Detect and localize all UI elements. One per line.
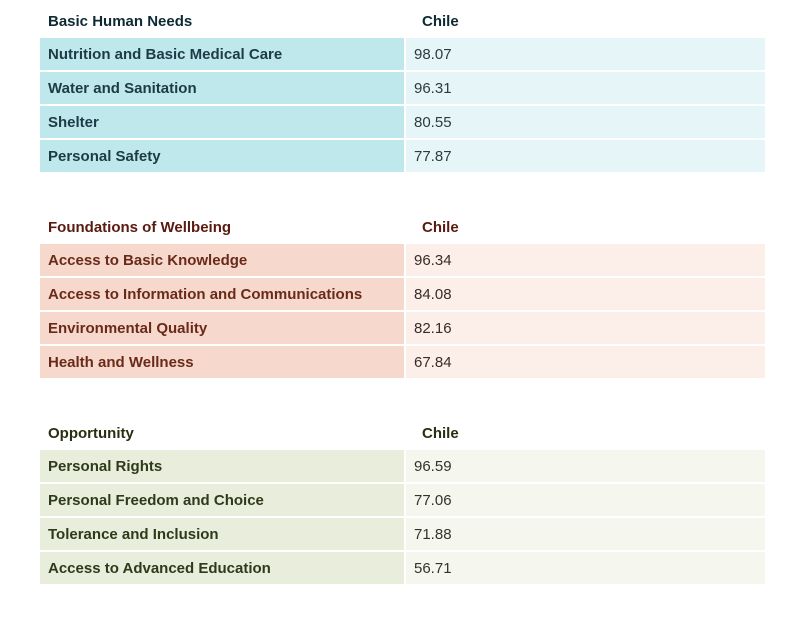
section-header: Foundations of Wellbeing Chile bbox=[40, 210, 765, 244]
row-label: Access to Basic Knowledge bbox=[40, 244, 406, 276]
row-value: 82.16 bbox=[406, 312, 765, 344]
section-header: Opportunity Chile bbox=[40, 416, 765, 450]
row-value: 56.71 bbox=[406, 552, 765, 584]
table-row: Access to Basic Knowledge 96.34 bbox=[40, 244, 765, 276]
table-row: Personal Freedom and Choice 77.06 bbox=[40, 484, 765, 516]
row-value: 96.31 bbox=[406, 72, 765, 104]
row-value: 84.08 bbox=[406, 278, 765, 310]
row-label: Environmental Quality bbox=[40, 312, 406, 344]
table-row: Access to Information and Communications… bbox=[40, 278, 765, 310]
row-value: 98.07 bbox=[406, 38, 765, 70]
section-title: Opportunity bbox=[48, 424, 134, 442]
row-value: 80.55 bbox=[406, 106, 765, 138]
row-label: Personal Safety bbox=[40, 140, 406, 172]
column-header: Chile bbox=[422, 218, 459, 236]
table-row: Personal Rights 96.59 bbox=[40, 450, 765, 482]
row-value: 96.59 bbox=[406, 450, 765, 482]
section-title: Basic Human Needs bbox=[48, 12, 193, 30]
table-row: Shelter 80.55 bbox=[40, 106, 765, 138]
row-label: Access to Information and Communications bbox=[40, 278, 406, 310]
row-value: 77.06 bbox=[406, 484, 765, 516]
row-value: 67.84 bbox=[406, 346, 765, 378]
row-value: 96.34 bbox=[406, 244, 765, 276]
row-label: Nutrition and Basic Medical Care bbox=[40, 38, 406, 70]
section-opportunity: Opportunity Chile Personal Rights 96.59 … bbox=[40, 416, 765, 586]
table-row: Nutrition and Basic Medical Care 98.07 bbox=[40, 38, 765, 70]
column-header: Chile bbox=[422, 424, 459, 442]
section-header: Basic Human Needs Chile bbox=[40, 4, 765, 38]
table-row: Tolerance and Inclusion 71.88 bbox=[40, 518, 765, 550]
section-basic-human-needs: Basic Human Needs Chile Nutrition and Ba… bbox=[40, 4, 765, 174]
row-label: Personal Freedom and Choice bbox=[40, 484, 406, 516]
row-label: Access to Advanced Education bbox=[40, 552, 406, 584]
row-label: Health and Wellness bbox=[40, 346, 406, 378]
table-row: Personal Safety 77.87 bbox=[40, 140, 765, 172]
row-label: Tolerance and Inclusion bbox=[40, 518, 406, 550]
column-header: Chile bbox=[422, 12, 459, 30]
section-foundations-of-wellbeing: Foundations of Wellbeing Chile Access to… bbox=[40, 210, 765, 380]
row-label: Shelter bbox=[40, 106, 406, 138]
row-label: Water and Sanitation bbox=[40, 72, 406, 104]
row-value: 77.87 bbox=[406, 140, 765, 172]
table-row: Environmental Quality 82.16 bbox=[40, 312, 765, 344]
table-row: Water and Sanitation 96.31 bbox=[40, 72, 765, 104]
row-value: 71.88 bbox=[406, 518, 765, 550]
section-title: Foundations of Wellbeing bbox=[48, 218, 232, 236]
table-row: Health and Wellness 67.84 bbox=[40, 346, 765, 378]
table-row: Access to Advanced Education 56.71 bbox=[40, 552, 765, 584]
row-label: Personal Rights bbox=[40, 450, 406, 482]
